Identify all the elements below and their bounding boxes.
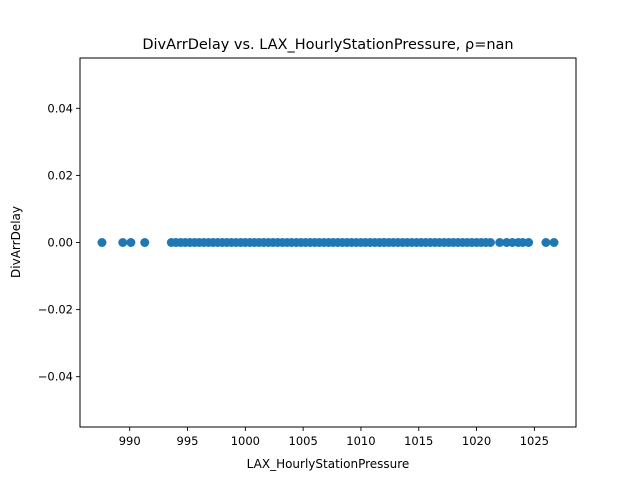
chart-title: DivArrDelay vs. LAX_HourlyStationPressur… (142, 37, 513, 53)
x-tick-label: 1005 (289, 434, 318, 448)
data-point (97, 238, 107, 247)
x-axis-ticks: 990 995 1000 1005 1010 1015 1020 1025 (119, 427, 549, 448)
data-point (126, 238, 136, 247)
data-point (495, 238, 505, 247)
data-point (485, 238, 495, 247)
x-axis-label: LAX_HourlyStationPressure (247, 457, 410, 471)
x-tick-label: 1000 (231, 434, 260, 448)
data-point (140, 238, 150, 247)
x-tick-label: 1020 (462, 434, 491, 448)
x-tick-label: 1025 (520, 434, 549, 448)
y-tick-label: 0.04 (47, 101, 73, 115)
data-point (524, 238, 534, 247)
x-tick-label: 1010 (346, 434, 375, 448)
y-axis-label: DivArrDelay (9, 206, 23, 278)
y-tick-label: −0.02 (38, 303, 73, 317)
data-point (541, 238, 551, 247)
data-points (97, 238, 559, 247)
x-tick-label: 1015 (404, 434, 433, 448)
y-tick-label: 0.00 (47, 236, 73, 250)
y-tick-label: −0.04 (38, 370, 73, 384)
x-tick-label: 990 (119, 434, 141, 448)
plot-area-frame (79, 57, 577, 428)
data-point (549, 238, 559, 247)
y-tick-label: 0.02 (47, 168, 73, 182)
data-point (118, 238, 128, 247)
y-axis-ticks: −0.04 −0.02 0.00 0.02 0.04 (38, 101, 80, 384)
x-tick-label: 995 (177, 434, 199, 448)
